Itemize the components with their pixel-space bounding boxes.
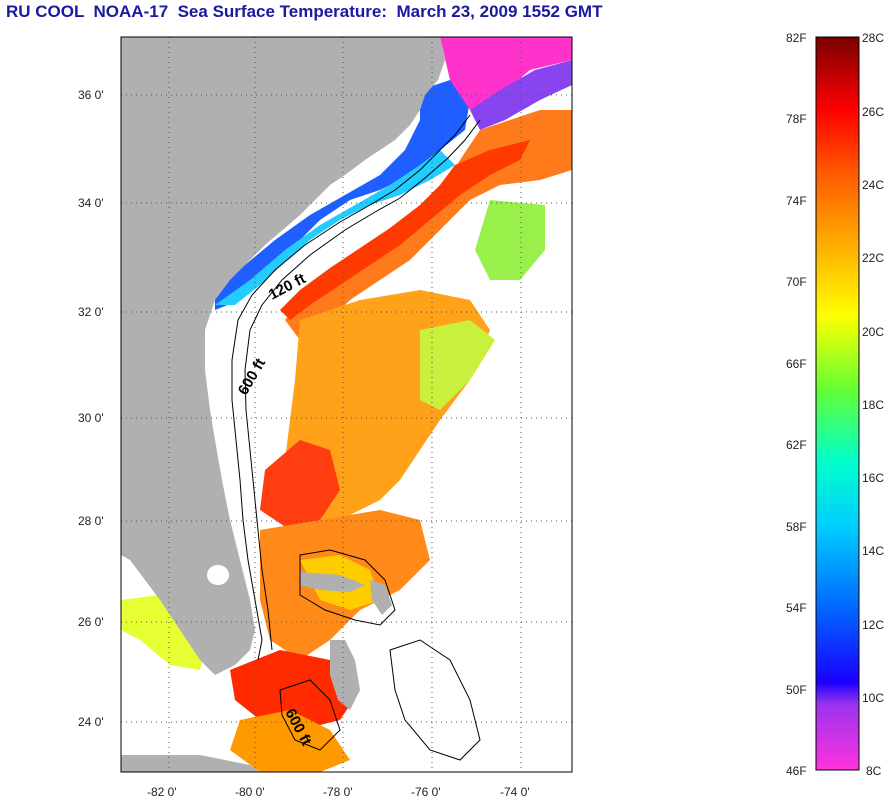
lon-label-80: -80 0' [235, 785, 265, 799]
lon-label-74: -74 0' [500, 785, 530, 799]
bahamas-grand [300, 572, 365, 592]
cb-f-78: 78F [786, 112, 807, 126]
cb-c-22: 22C [862, 251, 884, 265]
latitude-labels: 36 0' 34 0' 32 0' 30 0' 28 0' 26 0' 24 0… [78, 88, 104, 729]
florida-keys-red [230, 650, 360, 730]
contour-east-bank [389, 639, 481, 761]
cb-f-82: 82F [786, 31, 807, 45]
lat-label-28: 28 0' [78, 514, 104, 528]
lat-label-26: 26 0' [78, 615, 104, 629]
cb-c-8: 8C [866, 764, 882, 778]
bahamas-andros [330, 640, 360, 710]
south-orange-patch [230, 710, 350, 772]
lat-label-36: 36 0' [78, 88, 104, 102]
contour-600ft [244, 119, 481, 651]
magenta-water-patch [440, 37, 572, 110]
longitude-labels: -82 0' -80 0' -78 0' -76 0' -74 0' [147, 785, 530, 799]
contour-south [279, 679, 341, 751]
cb-c-28: 28C [862, 31, 884, 45]
cb-c-18: 18C [862, 398, 884, 412]
colorbar-c-labels: 28C 26C 24C 22C 20C 18C 16C 14C 12C 10C … [862, 31, 884, 778]
lat-label-30: 30 0' [78, 411, 104, 425]
cb-f-74: 74F [786, 194, 807, 208]
cold-water-band [215, 80, 470, 310]
map-frame [120, 36, 573, 773]
cb-f-54: 54F [786, 601, 807, 615]
green-offshore-patch [475, 200, 545, 280]
map-title: RU COOL NOAA-17 Sea Surface Temperature:… [6, 2, 603, 21]
lon-label-76: -76 0' [411, 785, 441, 799]
lat-label-24: 24 0' [78, 715, 104, 729]
cb-f-46: 46F [786, 764, 807, 778]
gulf-yellow-patch [121, 595, 205, 670]
lat-label-34: 34 0' [78, 196, 104, 210]
lon-label-82: -82 0' [147, 785, 177, 799]
cb-f-62: 62F [786, 438, 807, 452]
cb-c-24: 24C [862, 178, 884, 192]
cb-f-70: 70F [786, 275, 807, 289]
colorbar [815, 36, 860, 771]
cb-f-66: 66F [786, 357, 807, 371]
cyan-water-band [215, 150, 455, 305]
contour-120ft [231, 114, 471, 661]
lat-label-32: 32 0' [78, 305, 104, 319]
land-layer [121, 37, 445, 772]
map-gridlines [121, 37, 572, 772]
cb-c-12: 12C [862, 618, 884, 632]
cb-c-14: 14C [862, 544, 884, 558]
gulf-stream-red [280, 140, 530, 320]
cuba-coast [121, 755, 260, 772]
lake-okeechobee [207, 565, 229, 585]
cb-f-58: 58F [786, 520, 807, 534]
us-mainland [121, 37, 445, 675]
red-coastal-patch [260, 440, 340, 530]
lon-label-78: -78 0' [323, 785, 353, 799]
cb-c-16: 16C [862, 471, 884, 485]
yellow-green-patch [420, 320, 495, 410]
cb-c-20: 20C [862, 325, 884, 339]
cb-f-50: 50F [786, 683, 807, 697]
sst-data-layer [121, 37, 572, 772]
colorbar-f-labels: 82F 78F 74F 70F 66F 62F 58F 54F 50F 46F [786, 31, 807, 778]
cb-c-26: 26C [862, 105, 884, 119]
bahamas-abaco [370, 580, 392, 615]
depth-contours [231, 114, 481, 761]
cb-c-10: 10C [862, 691, 884, 705]
contour-bahamas [299, 549, 396, 626]
